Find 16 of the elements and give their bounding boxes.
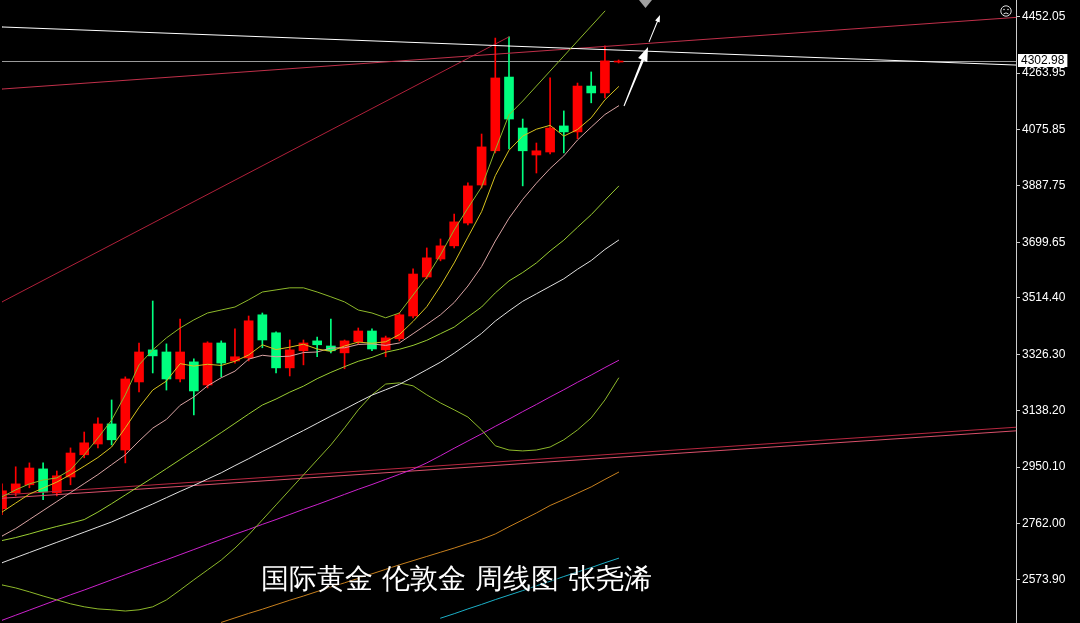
y-tick-label: 3138.20 (1022, 402, 1066, 417)
y-tick-label: 4452.05 (1022, 9, 1066, 24)
y-tick-label: 3326.30 (1022, 346, 1066, 361)
y-tick-label: 2950.10 (1022, 459, 1066, 474)
ref-line-label: 4302.98 (1021, 52, 1065, 67)
y-tick-label: 4263.95 (1022, 65, 1066, 80)
y-tick-label: 4075.85 (1022, 121, 1066, 136)
candlestick (586, 71, 597, 104)
y-tick-label: 3699.65 (1022, 234, 1066, 249)
text: 国际黄金 伦敦金 周线图 张尧浠 (261, 561, 652, 597)
candlestick (230, 328, 240, 364)
y-tick-label: 2573.90 (1022, 572, 1066, 587)
y-tick-label: 2762.00 (1022, 515, 1066, 530)
y-tick-label: 3887.75 (1022, 178, 1066, 193)
candlestick (558, 110, 569, 154)
y-tick-label: 3514.40 (1022, 290, 1066, 305)
